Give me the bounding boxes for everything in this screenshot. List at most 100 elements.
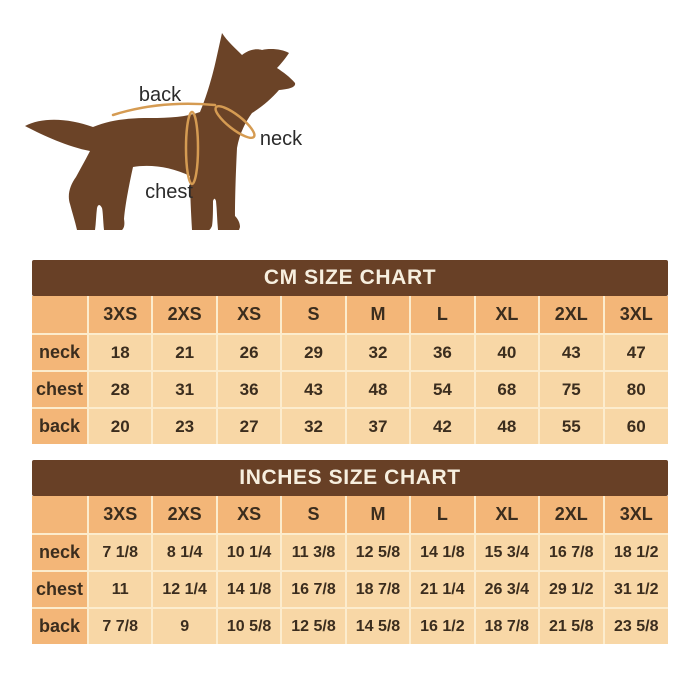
- cm-neck-value: 18: [86, 333, 154, 372]
- cm-size-header: L: [409, 295, 476, 335]
- inches-back-value: 23 5/8: [602, 607, 669, 645]
- cm-row-label: neck: [31, 333, 89, 372]
- cm-back-value: 20: [86, 407, 154, 445]
- dog-silhouette: [25, 33, 296, 230]
- inches-back-value: 14 5/8: [344, 607, 412, 645]
- cm-chart-title-bar: CM SIZE CHART: [32, 260, 668, 296]
- inches-size-header: 2XS: [151, 495, 218, 535]
- inches-size-header-row: 3XS 2XS XS S M L XL 2XL 3XL: [31, 495, 669, 535]
- cm-size-header: XL: [473, 295, 541, 335]
- cm-back-row: back 20 23 27 32 37 42 48 55 60: [31, 407, 669, 445]
- inches-chest-value: 11: [86, 570, 154, 609]
- cm-chart-title: CM SIZE CHART: [263, 266, 437, 289]
- cm-chart-table: 3XS 2XS XS S M L XL 2XL 3XL neck 18 21 2…: [31, 295, 669, 445]
- inches-back-value: 9: [151, 607, 218, 645]
- cm-neck-row: neck 18 21 26 29 32 36 40 43 47: [31, 333, 669, 372]
- inches-size-header: L: [409, 495, 476, 535]
- cm-back-value: 48: [473, 407, 541, 445]
- cm-chest-value: 43: [280, 370, 347, 409]
- cm-size-header: M: [344, 295, 412, 335]
- inches-row-label: neck: [31, 533, 89, 572]
- cm-neck-value: 29: [280, 333, 347, 372]
- inches-size-header: 2XL: [538, 495, 605, 535]
- cm-row-label: chest: [31, 370, 89, 409]
- chest-measure-label: chest: [145, 181, 193, 203]
- cm-neck-value: 21: [151, 333, 218, 372]
- inches-neck-value: 10 1/4: [215, 533, 283, 572]
- cm-back-value: 55: [538, 407, 605, 445]
- inches-chest-value: 14 1/8: [215, 570, 283, 609]
- neck-measure-ellipse: [214, 104, 256, 140]
- cm-neck-value: 26: [215, 333, 283, 372]
- inches-size-header: XL: [473, 495, 541, 535]
- back-measure-label: back: [139, 84, 182, 106]
- cm-back-value: 37: [344, 407, 412, 445]
- inches-chest-value: 26 3/4: [473, 570, 541, 609]
- cm-chest-value: 31: [151, 370, 218, 409]
- inches-neck-value: 7 1/8: [86, 533, 154, 572]
- cm-size-header: 2XL: [538, 295, 605, 335]
- inches-size-chart: INCHES SIZE CHART 3XS 2XS XS S M L XL 2X…: [31, 460, 669, 645]
- inches-neck-value: 14 1/8: [409, 533, 476, 572]
- inches-size-header: M: [344, 495, 412, 535]
- inches-chest-value: 31 1/2: [602, 570, 669, 609]
- cm-size-header: 3XS: [86, 295, 154, 335]
- cm-chest-value: 80: [602, 370, 669, 409]
- inches-back-row: back 7 7/8 9 10 5/8 12 5/8 14 5/8 16 1/2…: [31, 607, 669, 645]
- cm-chest-value: 48: [344, 370, 412, 409]
- inches-neck-value: 12 5/8: [344, 533, 412, 572]
- back-measure-line: [111, 102, 217, 117]
- inches-size-header: S: [280, 495, 347, 535]
- cm-neck-value: 40: [473, 333, 541, 372]
- cm-size-header: XS: [215, 295, 283, 335]
- cm-neck-value: 47: [602, 333, 669, 372]
- inches-corner-cell: [31, 495, 89, 535]
- cm-neck-value: 32: [344, 333, 412, 372]
- cm-size-header-row: 3XS 2XS XS S M L XL 2XL 3XL: [31, 295, 669, 335]
- inches-size-header: 3XL: [602, 495, 669, 535]
- cm-chest-value: 54: [409, 370, 476, 409]
- cm-neck-value: 43: [538, 333, 605, 372]
- dog-measurement-diagram: back neck chest: [25, 33, 303, 230]
- cm-size-header: S: [280, 295, 347, 335]
- cm-chest-value: 36: [215, 370, 283, 409]
- inches-neck-value: 18 1/2: [602, 533, 669, 572]
- cm-size-chart: CM SIZE CHART 3XS 2XS XS S M L XL 2XL 3X…: [31, 260, 669, 445]
- inches-row-label: back: [31, 607, 89, 645]
- chest-measure-ellipse: [184, 110, 200, 186]
- inches-back-value: 7 7/8: [86, 607, 154, 645]
- cm-chest-value: 28: [86, 370, 154, 409]
- inches-back-value: 12 5/8: [280, 607, 347, 645]
- inches-chest-value: 18 7/8: [344, 570, 412, 609]
- inches-row-label: chest: [31, 570, 89, 609]
- cm-back-value: 27: [215, 407, 283, 445]
- inches-chest-value: 12 1/4: [151, 570, 218, 609]
- inches-back-value: 16 1/2: [409, 607, 476, 645]
- cm-corner-cell: [31, 295, 89, 335]
- cm-chest-row: chest 28 31 36 43 48 54 68 75 80: [31, 370, 669, 409]
- inches-chest-value: 21 1/4: [409, 570, 476, 609]
- inches-back-value: 18 7/8: [473, 607, 541, 645]
- inches-neck-value: 8 1/4: [151, 533, 218, 572]
- cm-row-label: back: [31, 407, 89, 445]
- inches-neck-row: neck 7 1/8 8 1/4 10 1/4 11 3/8 12 5/8 14…: [31, 533, 669, 572]
- inches-back-value: 21 5/8: [538, 607, 605, 645]
- inches-chest-value: 29 1/2: [538, 570, 605, 609]
- inches-size-header: 3XS: [86, 495, 154, 535]
- inches-back-value: 10 5/8: [215, 607, 283, 645]
- neck-measure-label: neck: [260, 128, 303, 150]
- inches-chart-title-bar: INCHES SIZE CHART: [32, 460, 668, 496]
- cm-chest-value: 68: [473, 370, 541, 409]
- inches-neck-value: 16 7/8: [538, 533, 605, 572]
- inches-size-header: XS: [215, 495, 283, 535]
- inches-neck-value: 11 3/8: [280, 533, 347, 572]
- cm-size-header: 2XS: [151, 295, 218, 335]
- cm-back-value: 23: [151, 407, 218, 445]
- inches-chest-value: 16 7/8: [280, 570, 347, 609]
- inches-chart-table: 3XS 2XS XS S M L XL 2XL 3XL neck 7 1/8 8…: [31, 495, 669, 645]
- cm-chest-value: 75: [538, 370, 605, 409]
- cm-size-header: 3XL: [602, 295, 669, 335]
- inches-chart-title: INCHES SIZE CHART: [239, 466, 461, 489]
- cm-back-value: 60: [602, 407, 669, 445]
